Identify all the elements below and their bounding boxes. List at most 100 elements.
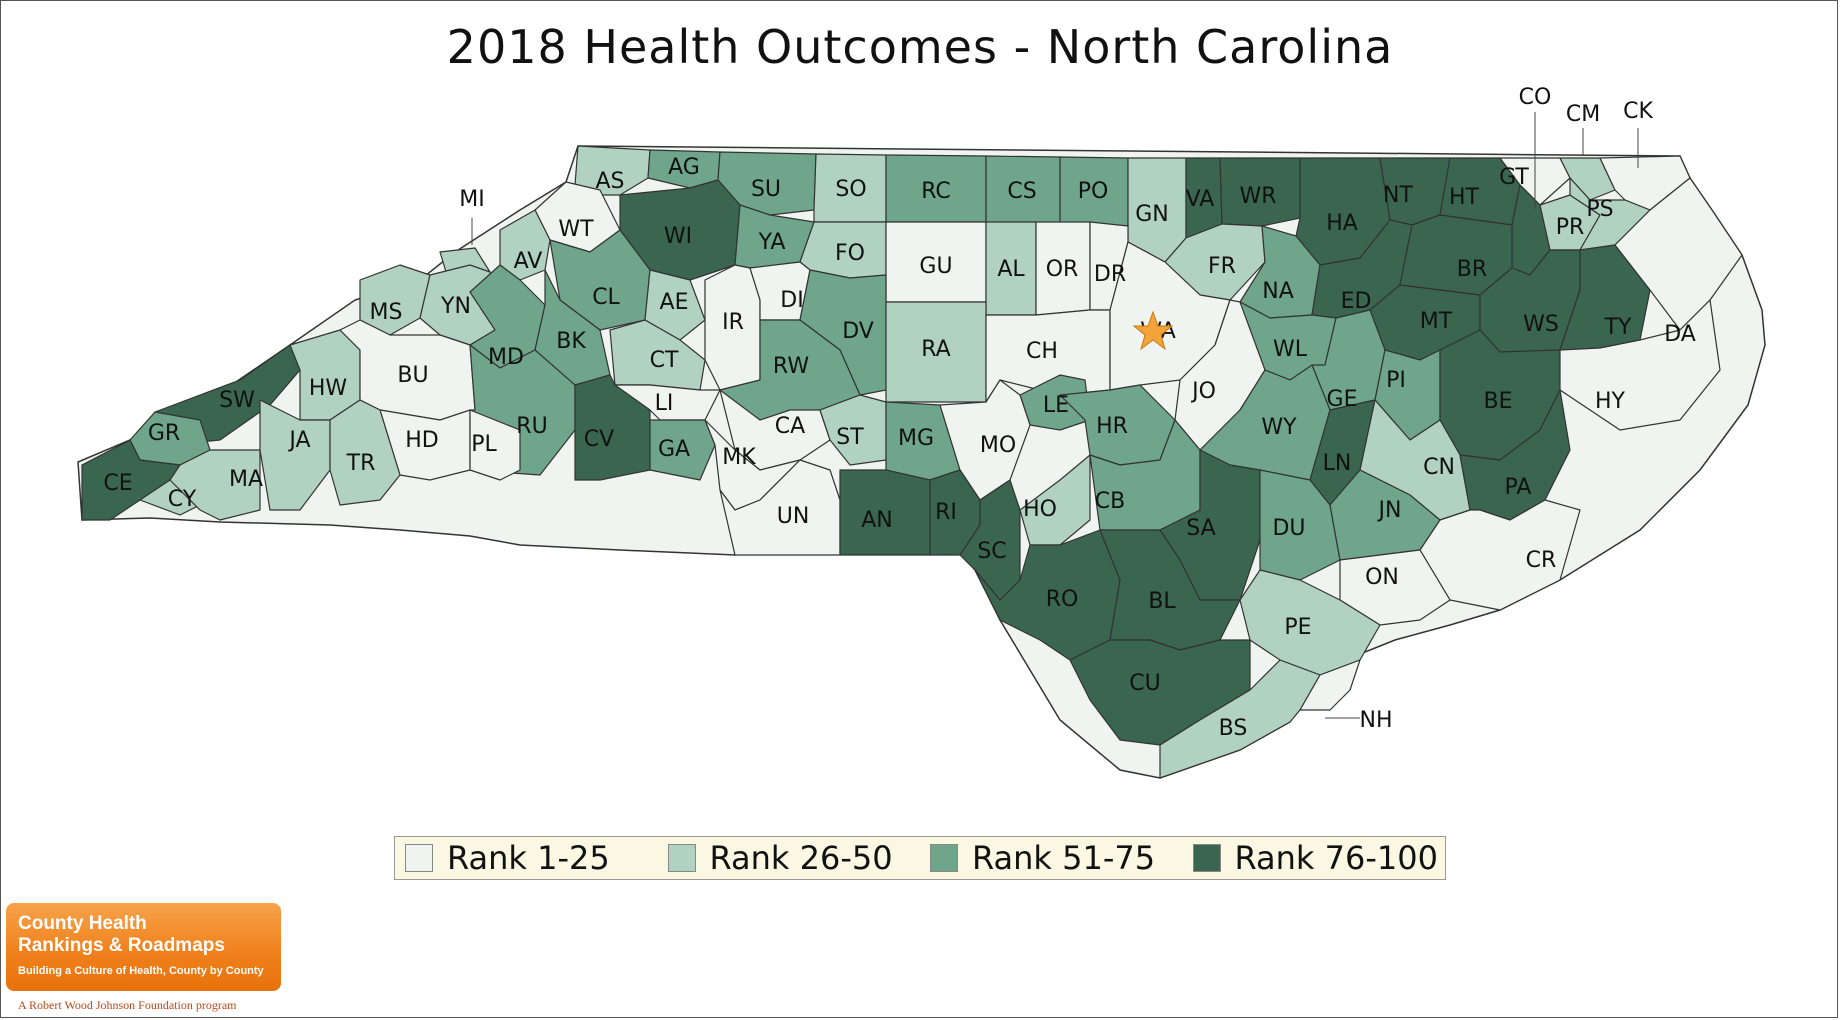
county-label-di: DI: [780, 288, 803, 313]
county-label-ge: GE: [1327, 387, 1358, 412]
county-nh[interactable]: [1299, 659, 1361, 711]
county-label-ra: RA: [921, 337, 950, 362]
county-label-as: AS: [595, 169, 624, 194]
county-label-ws: WS: [1523, 312, 1559, 337]
county-label-cr: CR: [1526, 548, 1557, 573]
legend-item-rank-76-100: Rank 76-100: [1183, 839, 1446, 877]
county-label-gu: GU: [919, 254, 952, 279]
county-label-hd: HD: [405, 428, 438, 453]
county-label-al: AL: [997, 257, 1025, 282]
county-label-bu: BU: [397, 363, 428, 388]
counties-layer: [81, 145, 1743, 779]
brand-name-line2: Rankings & Roadmaps: [18, 935, 225, 956]
county-label-na: NA: [1262, 279, 1294, 304]
legend-label: Rank 51-75: [972, 839, 1156, 877]
county-label-ri: RI: [935, 500, 957, 525]
county-pl[interactable]: [469, 409, 521, 481]
county-label-ck: CK: [1623, 99, 1653, 124]
county-label-wr: WR: [1239, 184, 1276, 209]
county-label-mt: MT: [1420, 309, 1453, 334]
county-label-cs: CS: [1007, 179, 1036, 204]
county-label-co: CO: [1519, 85, 1552, 110]
county-label-yn: YN: [440, 294, 471, 319]
county-label-be: BE: [1484, 389, 1513, 414]
county-label-pl: PL: [471, 432, 497, 457]
county-label-an: AN: [861, 508, 893, 533]
county-label-jo: JO: [1190, 379, 1216, 404]
county-label-br: BR: [1457, 257, 1487, 282]
county-label-va: VA: [1186, 187, 1215, 212]
county-label-po: PO: [1078, 179, 1109, 204]
county-ja[interactable]: [259, 399, 331, 511]
county-label-pr: PR: [1556, 215, 1585, 240]
county-label-su: SU: [751, 177, 781, 202]
county-label-ga: GA: [658, 437, 690, 462]
county-label-cl: CL: [592, 285, 620, 310]
county-label-rw: RW: [773, 354, 809, 379]
county-label-wi: WI: [664, 224, 692, 249]
county-label-hw: HW: [309, 376, 348, 401]
county-label-ae: AE: [660, 290, 689, 315]
county-label-ro: RO: [1046, 587, 1079, 612]
county-label-ho: HO: [1023, 497, 1057, 522]
county-tr[interactable]: [329, 399, 401, 506]
county-label-md: MD: [488, 345, 524, 370]
county-label-ch: CH: [1026, 339, 1058, 364]
legend-label: Rank 1-25: [447, 839, 610, 877]
brand-name-line1: County Health: [18, 913, 147, 934]
county-ma[interactable]: [169, 449, 261, 521]
legend-swatch: [405, 844, 433, 872]
county-label-av: AV: [514, 249, 543, 274]
county-label-du: DU: [1272, 516, 1305, 541]
county-label-tr: TR: [346, 451, 376, 476]
county-label-gt: GT: [1499, 165, 1529, 190]
county-ae[interactable]: [644, 269, 706, 341]
county-cm[interactable]: [1559, 157, 1616, 201]
county-un[interactable]: [719, 459, 841, 556]
county-label-dv: DV: [842, 319, 874, 344]
brand-footer: A Robert Wood Johnson Foundation program: [18, 998, 237, 1012]
county-label-mo: MO: [980, 433, 1016, 458]
county-label-wt: WT: [558, 217, 594, 242]
legend-item-rank-51-75: Rank 51-75: [920, 839, 1183, 877]
county-label-ms: MS: [370, 300, 403, 325]
county-label-mg: MG: [898, 426, 934, 451]
county-label-rc: RC: [921, 179, 951, 204]
county-label-st: ST: [836, 425, 864, 450]
county-label-mk: MK: [722, 445, 756, 470]
county-label-fo: FO: [835, 241, 865, 266]
legend-swatch: [1192, 844, 1221, 872]
county-label-ht: HT: [1449, 185, 1480, 210]
county-label-ce: CE: [103, 471, 132, 496]
county-label-cb: CB: [1095, 489, 1125, 514]
county-cu[interactable]: [1069, 639, 1251, 746]
county-label-cm: CM: [1566, 102, 1600, 127]
county-label-cn: CN: [1423, 455, 1455, 480]
county-label-mi: MI: [459, 187, 484, 212]
county-ga[interactable]: [649, 419, 716, 481]
county-label-gr: GR: [148, 421, 180, 446]
county-hy[interactable]: [1559, 299, 1721, 431]
county-pe[interactable]: [1239, 569, 1381, 676]
county-label-ma: MA: [229, 467, 263, 492]
legend-label: Rank 76-100: [1234, 839, 1438, 877]
county-label-ed: ED: [1341, 289, 1372, 314]
county-label-jn: JN: [1377, 498, 1402, 523]
county-label-pe: PE: [1284, 615, 1311, 640]
county-label-ps: PS: [1586, 197, 1613, 222]
county-label-hr: HR: [1096, 414, 1128, 439]
county-label-pi: PI: [1386, 368, 1406, 393]
county-label-ja: JA: [287, 428, 310, 453]
county-label-dr: DR: [1094, 262, 1126, 287]
county-li[interactable]: [614, 384, 721, 421]
county-label-un: UN: [777, 504, 810, 529]
county-label-wy: WY: [1261, 415, 1297, 440]
county-label-bk: BK: [556, 329, 586, 354]
brand-logo[interactable]: County Health Rankings & Roadmaps Buildi…: [6, 903, 281, 991]
county-label-wl: WL: [1273, 337, 1308, 362]
county-wr[interactable]: [1219, 157, 1301, 227]
brand-tagline: Building a Culture of Health, County by …: [18, 965, 264, 977]
county-label-or: OR: [1046, 257, 1079, 282]
county-du[interactable]: [1259, 469, 1341, 581]
